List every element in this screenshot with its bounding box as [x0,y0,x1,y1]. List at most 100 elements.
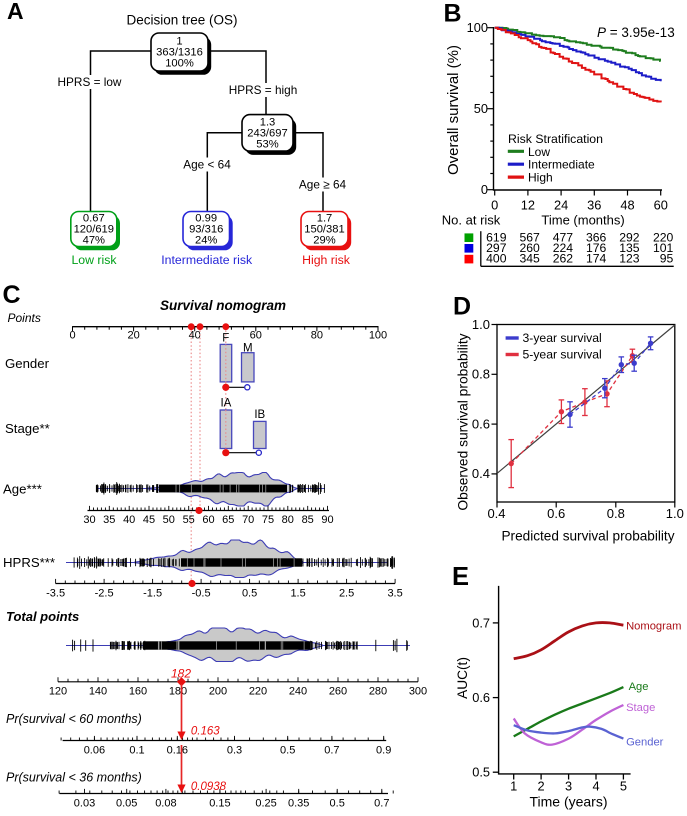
svg-text:0.99: 0.99 [195,213,217,225]
svg-text:3-year survival: 3-year survival [523,331,602,345]
svg-text:Intermediate: Intermediate [528,158,595,172]
svg-text:48: 48 [620,198,634,213]
svg-text:300: 300 [409,686,427,698]
svg-text:0.25: 0.25 [255,798,276,810]
svg-text:High: High [528,171,553,185]
svg-text:0.1: 0.1 [129,745,144,757]
svg-text:1.0: 1.0 [666,506,684,521]
svg-text:1.5: 1.5 [290,588,305,600]
svg-text:280: 280 [369,686,387,698]
svg-text:0.8: 0.8 [472,367,490,382]
svg-text:0.4: 0.4 [472,466,490,481]
svg-text:24: 24 [554,198,568,213]
svg-text:Decision tree (OS): Decision tree (OS) [126,13,237,28]
svg-text:Pr(survival < 60 months): Pr(survival < 60 months) [6,712,142,726]
svg-text:M: M [243,343,253,355]
svg-text:E: E [452,563,469,591]
svg-text:292: 292 [619,230,640,244]
svg-text:260: 260 [519,241,540,255]
svg-text:0.0938: 0.0938 [191,781,227,793]
svg-text:0.15: 0.15 [209,798,230,810]
svg-text:Gender: Gender [5,356,50,371]
svg-text:0.9: 0.9 [376,745,391,757]
svg-text:B: B [444,0,462,28]
svg-text:0.7: 0.7 [374,798,389,810]
svg-text:0.5: 0.5 [242,588,257,600]
svg-text:IB: IB [254,409,265,421]
svg-text:-3.5: -3.5 [46,588,65,600]
svg-text:0.5: 0.5 [330,798,345,810]
svg-text:120: 120 [49,686,67,698]
svg-text:90: 90 [321,514,333,526]
svg-text:477: 477 [553,230,574,244]
svg-text:160: 160 [129,686,147,698]
svg-text:240: 240 [289,686,307,698]
svg-text:Total points: Total points [6,609,79,624]
svg-text:100: 100 [369,330,387,342]
svg-text:12: 12 [521,198,535,213]
svg-text:75: 75 [262,514,274,526]
svg-text:1.3: 1.3 [260,117,276,129]
svg-text:0.35: 0.35 [288,798,309,810]
svg-text:0.3: 0.3 [227,745,242,757]
svg-text:65: 65 [222,514,234,526]
svg-text:140: 140 [89,686,107,698]
svg-text:567: 567 [519,230,540,244]
svg-text:100%: 100% [165,58,194,70]
svg-text:HPRS***: HPRS*** [3,555,55,570]
svg-text:0.5: 0.5 [472,765,490,780]
svg-text:No. at risk: No. at risk [442,213,501,228]
svg-text:2: 2 [538,779,545,794]
svg-text:29%: 29% [313,235,335,247]
svg-text:Low risk: Low risk [71,253,117,267]
svg-text:30: 30 [83,514,95,526]
svg-text:243/697: 243/697 [247,127,287,139]
svg-text:24%: 24% [195,235,217,247]
svg-text:High risk: High risk [302,253,351,267]
svg-text:AUC(t): AUC(t) [455,657,470,699]
svg-text:-1.5: -1.5 [143,588,162,600]
svg-text:220: 220 [653,230,674,244]
svg-text:123: 123 [619,252,640,266]
svg-text:60: 60 [202,514,214,526]
svg-text:297: 297 [486,241,507,255]
svg-text:0.7: 0.7 [324,745,339,757]
svg-text:Time (years): Time (years) [529,794,607,810]
svg-text:1.0: 1.0 [472,317,490,332]
svg-text:HPRS = high: HPRS = high [229,83,298,97]
svg-text:Time (months): Time (months) [541,213,624,228]
svg-text:150/381: 150/381 [304,224,344,236]
svg-text:Age < 64: Age < 64 [183,158,231,172]
svg-text:-0.5: -0.5 [192,588,211,600]
svg-text:220: 220 [249,686,267,698]
svg-text:0.08: 0.08 [155,798,176,810]
svg-text:60: 60 [654,198,668,213]
svg-text:Age***: Age*** [3,482,42,497]
svg-text:Risk Stratification: Risk Stratification [508,132,603,146]
svg-text:0.6: 0.6 [472,416,490,431]
svg-text:0.4: 0.4 [487,506,505,521]
svg-text:0.67: 0.67 [83,213,105,225]
svg-text:Points: Points [8,311,41,325]
svg-text:363/1316: 363/1316 [156,47,203,59]
svg-text:100: 100 [467,20,488,35]
svg-text:619: 619 [486,230,507,244]
svg-text:85: 85 [302,514,314,526]
svg-text:0: 0 [481,182,488,197]
svg-text:Age ≥ 64: Age ≥ 64 [299,178,347,192]
svg-text:1: 1 [510,779,517,794]
svg-text:0.7: 0.7 [472,615,490,630]
svg-text:40: 40 [123,514,135,526]
svg-text:35: 35 [103,514,115,526]
svg-text:Observed survival probability: Observed survival probability [456,333,471,510]
svg-text:120/619: 120/619 [74,224,114,236]
svg-text:HPRS = low: HPRS = low [58,75,122,89]
svg-text:P = 3.95e-13: P = 3.95e-13 [597,25,675,40]
svg-text:174: 174 [586,252,607,266]
svg-text:Age: Age [629,681,649,693]
svg-text:0.5: 0.5 [280,745,295,757]
svg-text:47%: 47% [83,235,105,247]
svg-text:45: 45 [143,514,155,526]
svg-text:224: 224 [553,241,574,255]
svg-text:50: 50 [163,514,175,526]
